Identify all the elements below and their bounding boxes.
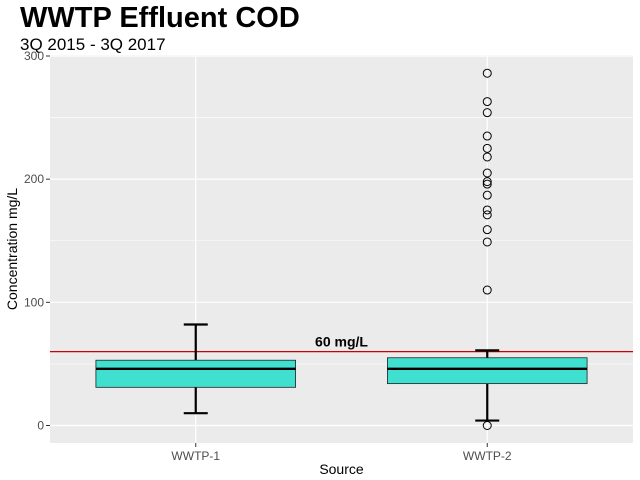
outlier-point [482, 205, 492, 215]
outlier-point [482, 152, 492, 162]
outlier-point [482, 285, 492, 295]
iqr-box [387, 357, 588, 385]
y-axis-ticks: 0 100 200 300 [24, 49, 50, 433]
outlier-point [482, 210, 492, 220]
outlier-point [482, 179, 492, 189]
outlier-point [482, 131, 492, 141]
y-tick-label: 300 [24, 49, 44, 63]
outlier-point [482, 143, 492, 153]
y-tick-label: 0 [37, 419, 44, 433]
box-wwtp-1 [95, 323, 296, 415]
box-group [95, 68, 588, 430]
outlier-point [482, 421, 492, 430]
outlier-point [482, 68, 492, 78]
outlier-point [482, 225, 492, 235]
outlier-point [482, 190, 492, 200]
chart-subtitle: 3Q 2015 - 3Q 2017 [20, 35, 166, 54]
reference-line-label: 60 mg/L [315, 334, 368, 350]
box-wwtp-2 [387, 68, 588, 430]
chart-title: WWTP Effluent COD [20, 2, 300, 34]
outlier-point [482, 97, 492, 107]
y-axis-label: Concentration mg/L [4, 188, 20, 310]
x-tick-label: WWTP-2 [463, 449, 512, 463]
outlier-point [482, 108, 492, 118]
x-axis-ticks: WWTP-1 WWTP-2 [171, 443, 512, 463]
y-tick-label: 200 [24, 172, 44, 186]
reference-line-group: 60 mg/L [50, 334, 633, 353]
outlier-point [482, 237, 492, 247]
outlier-point [482, 177, 492, 187]
x-axis-label: Source [319, 461, 364, 477]
y-tick-label: 100 [24, 295, 44, 309]
x-tick-label: WWTP-1 [171, 449, 220, 463]
iqr-box [95, 359, 296, 388]
outlier-point [482, 168, 492, 178]
